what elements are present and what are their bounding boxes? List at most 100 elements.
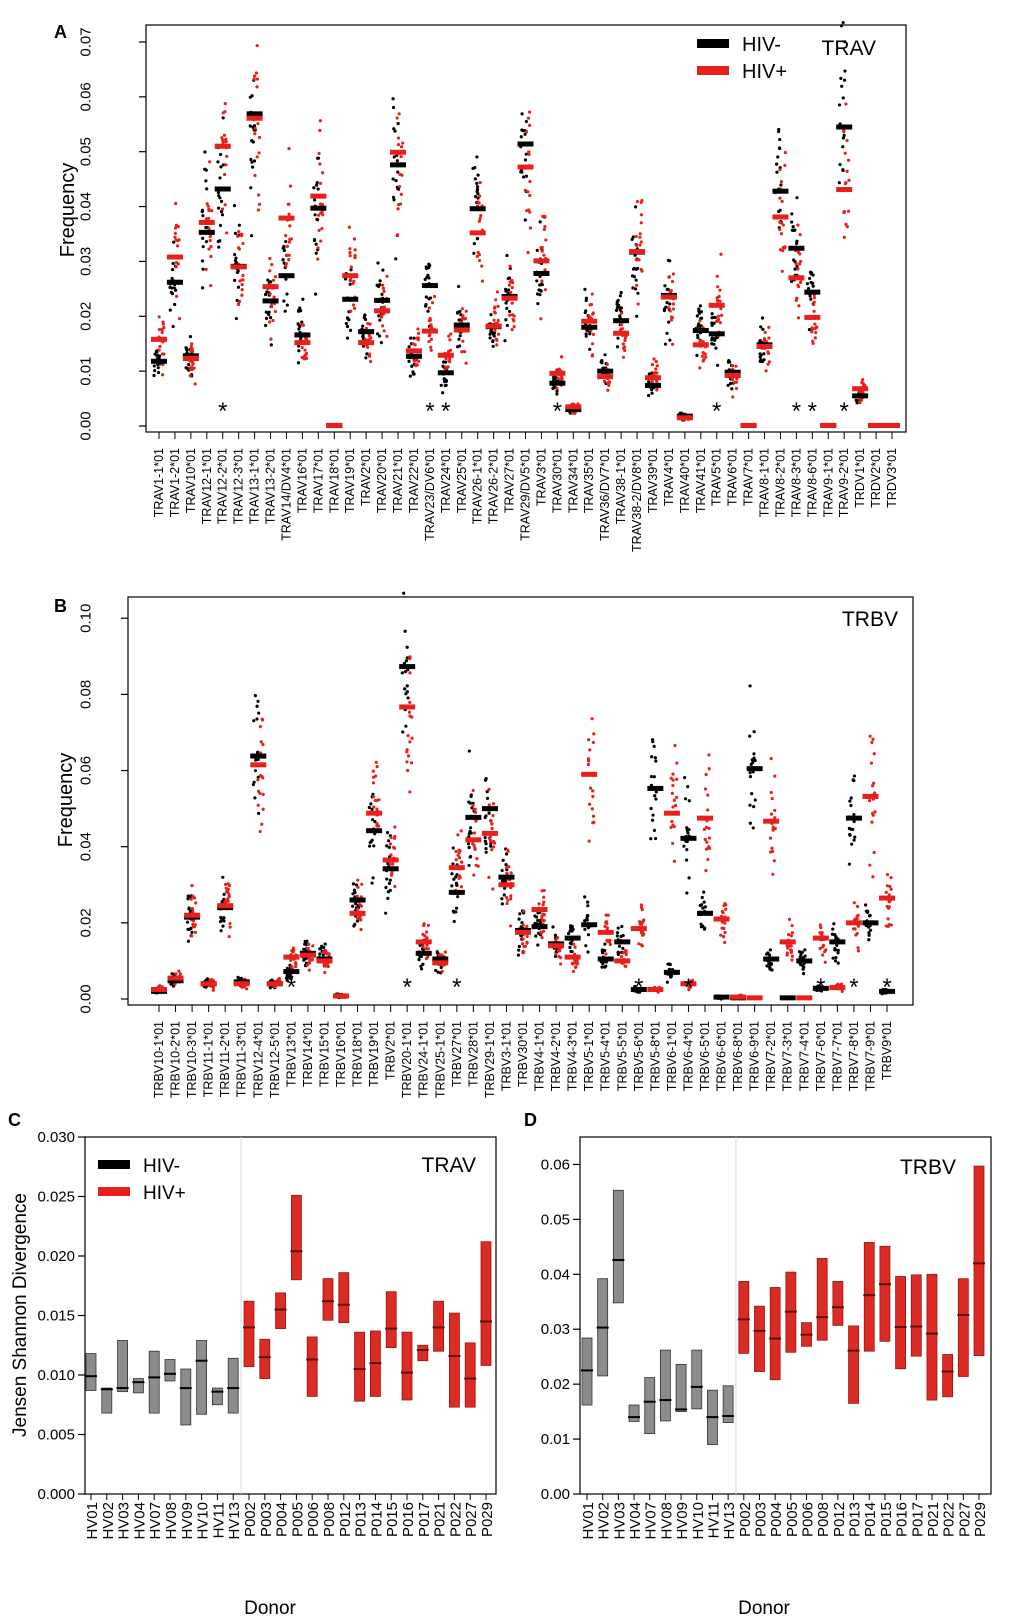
- data-point: [699, 310, 703, 314]
- x-tick-label: TRBV7-9*01: [863, 1021, 877, 1091]
- data-point: [696, 335, 700, 340]
- data-point: [371, 775, 376, 779]
- data-point: [810, 330, 814, 334]
- significance-star: *: [792, 398, 801, 425]
- data-point: [487, 787, 491, 791]
- data-point: [406, 754, 411, 758]
- x-tick-label: TRAV12-1*01: [200, 448, 214, 524]
- data-point: [668, 309, 672, 313]
- data-point: [588, 347, 592, 351]
- x-tick-label: P002: [242, 1502, 259, 1537]
- data-point: [411, 370, 415, 374]
- median-bar: [349, 897, 366, 903]
- panel-a-plot-frame: [145, 24, 907, 433]
- range-bar: [211, 1387, 223, 1406]
- data-point: [838, 162, 842, 167]
- data-point: [390, 871, 394, 875]
- data-point: [223, 110, 227, 114]
- data-point: [313, 213, 317, 217]
- x-tick-label: TRBV11-2*01: [218, 1021, 232, 1097]
- data-point: [358, 903, 362, 907]
- data-point: [209, 283, 213, 288]
- data-point: [467, 845, 471, 850]
- data-point: [287, 240, 291, 244]
- range-bar: [675, 1363, 687, 1413]
- median-bar: [829, 939, 846, 945]
- data-point: [253, 132, 257, 136]
- data-point: [403, 687, 407, 691]
- data-point: [287, 212, 291, 216]
- x-tick-label: TRAV24*01: [439, 448, 453, 513]
- data-point: [615, 931, 620, 935]
- x-tick-label: P021: [432, 1502, 449, 1537]
- data-point: [651, 740, 655, 744]
- data-point: [698, 339, 702, 343]
- data-point: [177, 969, 181, 973]
- x-tick-label: TRBV28*01: [466, 1021, 480, 1087]
- data-point: [752, 805, 756, 809]
- data-point: [351, 303, 356, 307]
- data-point: [716, 314, 721, 318]
- data-point: [194, 901, 198, 905]
- data-point: [428, 296, 433, 300]
- data-point: [188, 374, 192, 378]
- data-point: [616, 303, 621, 307]
- median-bar: [564, 935, 581, 941]
- range-bar: [275, 1292, 287, 1329]
- data-point: [370, 881, 374, 885]
- data-point: [176, 262, 180, 266]
- data-point: [584, 944, 588, 948]
- data-point: [704, 847, 709, 851]
- data-point: [257, 151, 261, 155]
- data-point: [608, 942, 612, 947]
- data-point: [470, 806, 474, 810]
- data-point: [368, 840, 372, 845]
- data-point: [472, 251, 476, 255]
- data-point: [407, 710, 412, 714]
- data-point: [237, 230, 241, 234]
- data-point: [781, 223, 785, 227]
- x-tick-label: P012: [337, 1502, 354, 1537]
- median-bar: [374, 308, 391, 314]
- median-bar: [614, 958, 631, 964]
- data-point: [573, 411, 577, 415]
- range-bar: [691, 1349, 703, 1410]
- data-point: [419, 967, 424, 971]
- data-point: [525, 940, 529, 944]
- data-point: [771, 872, 775, 876]
- data-point: [616, 950, 620, 954]
- data-point: [847, 826, 851, 831]
- data-point: [190, 365, 194, 369]
- x-tick-label: TRAV40*01: [678, 448, 692, 513]
- panel-b-y-axis-label: Frequency: [55, 753, 77, 848]
- data-point: [458, 344, 462, 348]
- range-bar: [448, 1312, 460, 1408]
- data-point: [654, 790, 658, 794]
- data-point: [240, 232, 244, 236]
- data-point: [261, 792, 265, 796]
- data-point: [162, 325, 166, 330]
- data-point: [442, 377, 446, 381]
- data-point: [253, 796, 257, 800]
- data-point: [483, 778, 488, 782]
- data-point: [873, 810, 877, 814]
- data-point: [394, 178, 398, 183]
- range-bar: [306, 1336, 318, 1397]
- x-tick-label: TRBV5-5*01: [615, 1021, 629, 1091]
- data-point: [521, 175, 526, 179]
- data-point: [318, 947, 322, 951]
- x-tick-label: TRAV21*01: [391, 448, 405, 513]
- median-bar: [613, 330, 630, 336]
- data-point: [503, 339, 507, 343]
- data-point: [685, 891, 689, 895]
- data-point: [405, 645, 409, 649]
- data-point: [256, 122, 260, 126]
- data-point: [191, 924, 195, 928]
- data-point: [488, 835, 492, 839]
- data-point: [670, 279, 675, 284]
- data-point: [698, 304, 703, 308]
- data-point: [281, 258, 285, 262]
- range-bar: [101, 1387, 113, 1414]
- data-point: [260, 822, 264, 826]
- data-point: [587, 738, 591, 742]
